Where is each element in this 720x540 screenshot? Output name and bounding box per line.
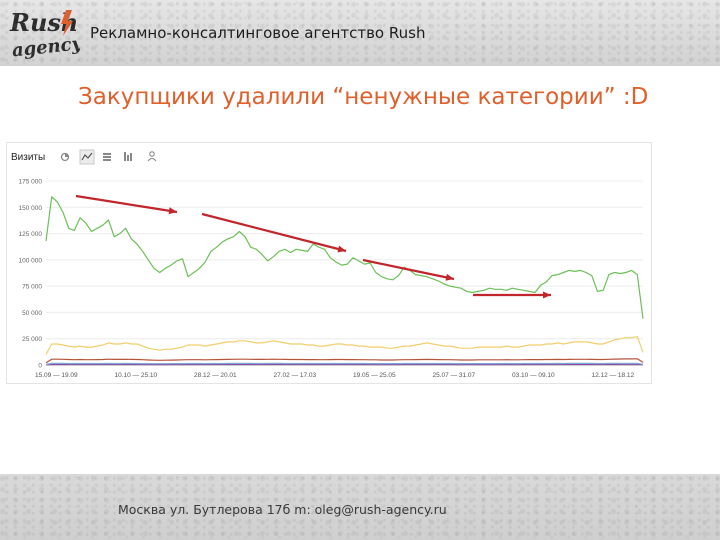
y-tick-label: 125 000 [19, 231, 43, 238]
trend-arrow-head [168, 207, 177, 215]
trend-arrow-head [543, 291, 551, 299]
y-tick-label: 175 000 [19, 179, 43, 186]
x-tick-label: 28.12 — 20.01 [194, 372, 237, 379]
y-tick-label: 25 000 [22, 336, 42, 343]
x-tick-label: 19.05 — 25.05 [353, 372, 396, 379]
agency-name: Рекламно-консалтинговое агентство Rush [90, 24, 426, 42]
y-tick-label: 0 [38, 363, 42, 370]
footer-band [0, 474, 720, 540]
chart-toolbar-label: Визиты [11, 152, 45, 163]
series-line [45, 336, 644, 355]
pie-icon[interactable] [60, 152, 70, 162]
y-tick-label: 75 000 [22, 284, 42, 291]
series-line [45, 358, 644, 364]
logo-line2: agency [11, 33, 80, 61]
x-tick-label: 27.02 — 17.03 [274, 372, 317, 379]
y-tick-label: 100 000 [19, 257, 43, 264]
x-tick-label: 12.12 — 18.12 [592, 372, 635, 379]
series-line [45, 196, 644, 319]
trend-arrow-head [445, 273, 454, 281]
trend-arrow [362, 258, 455, 281]
visits-chart: Визиты [11, 149, 701, 379]
slide-title: Закупщики удалили “ненужные категории” :… [78, 84, 649, 110]
trend-arrow [75, 194, 178, 214]
x-tick-label: 25.07 — 31.07 [433, 372, 476, 379]
x-tick-label: 15.09 — 19.09 [35, 372, 78, 379]
trend-arrow-head [337, 245, 346, 253]
series-line [45, 363, 644, 366]
x-tick-label: 10.10 — 25.10 [115, 372, 158, 379]
person-icon[interactable] [147, 151, 157, 162]
header-band: Rush agency Рекламно-консалтинговое аген… [0, 0, 720, 66]
y-tick-label: 50 000 [22, 310, 42, 317]
line-chart-icon[interactable] [79, 149, 95, 165]
series-line [45, 362, 644, 366]
chart-toolbar-icons [60, 149, 157, 165]
y-tick-label: 150 000 [19, 205, 43, 212]
metrika-chart-panel: Визиты [6, 142, 701, 384]
logo-bolt-icon [61, 10, 73, 36]
footer-contact: Москва ул. Бутлерова 17б m: oleg@rush-ag… [118, 502, 447, 517]
trend-arrow [201, 212, 347, 253]
logo-line1: Rush [9, 8, 78, 37]
rush-agency-logo: Rush agency [9, 8, 80, 61]
stacked-icon[interactable] [103, 153, 111, 161]
x-tick-label: 03.10 — 09.10 [512, 372, 555, 379]
bar-icon[interactable] [124, 152, 132, 161]
